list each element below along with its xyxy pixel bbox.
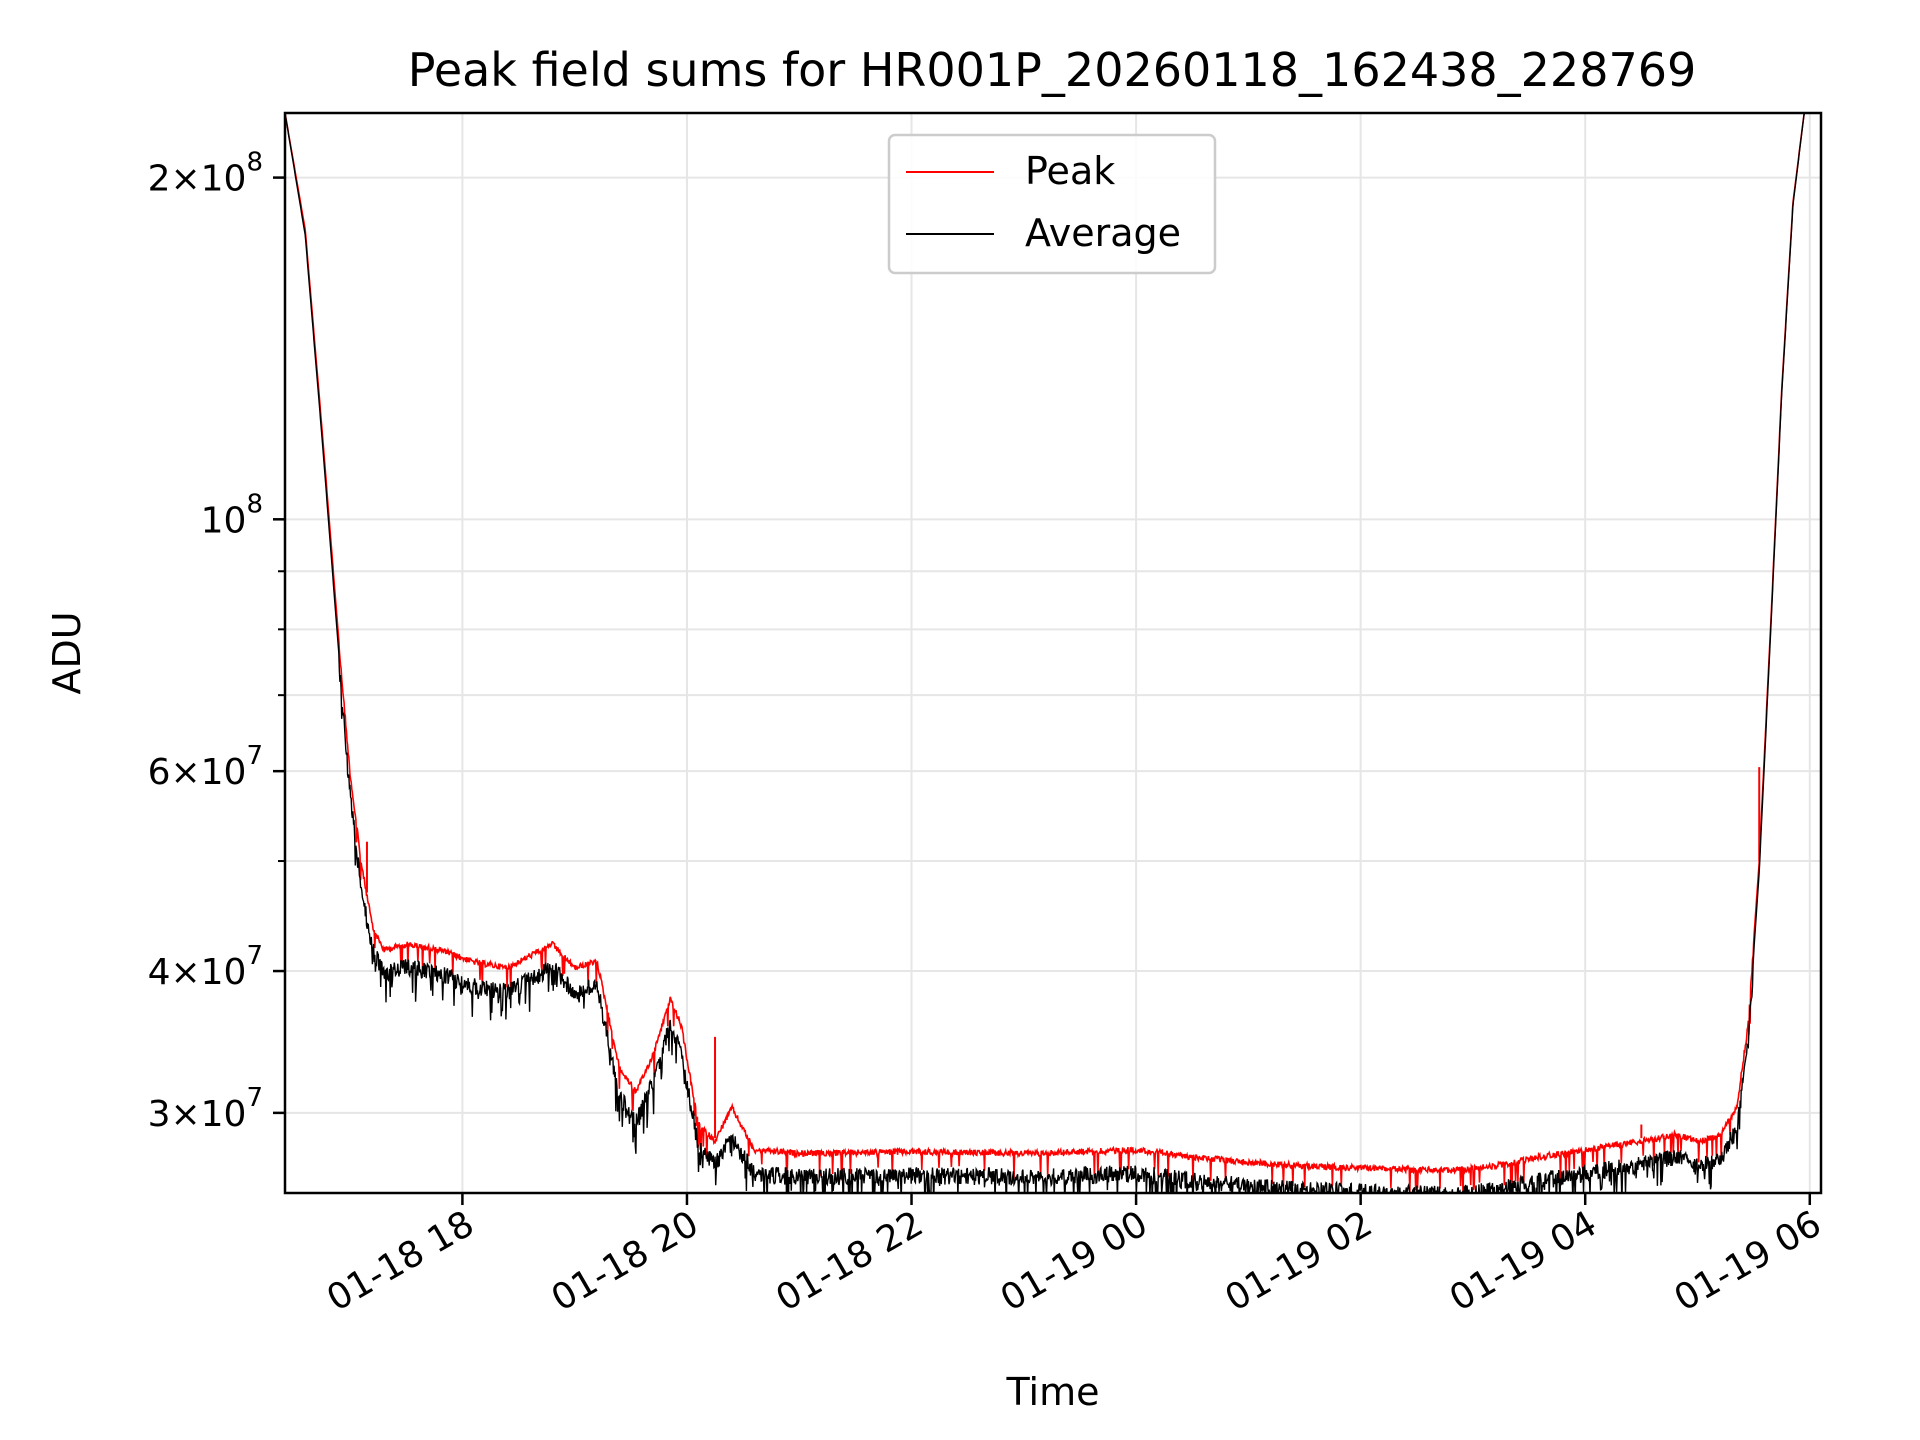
series-layer [285,113,1821,1193]
x-axis-label: Time [1006,1370,1100,1414]
y-tick-label: 2×108 [148,148,263,200]
legend-box [887,133,1217,275]
y-tick-mantissa: 3 [148,1094,171,1135]
y-tick-exponent: 7 [246,741,263,771]
y-tick-mantissa: 2 [148,159,171,200]
y-tick-label: 4×107 [148,941,263,993]
y-tick-label: 108 [201,489,263,541]
y-tick-times: ×10 [170,159,246,200]
y-axis-label: ADU [45,611,89,694]
y-tick-exponent: 8 [246,489,263,519]
y-tick-times: ×10 [170,952,246,993]
series-line-average [285,113,1821,1193]
legend-label-peak: Peak [1025,149,1115,193]
y-tick-label: 3×107 [148,1083,263,1135]
y-tick-times: ×10 [170,752,246,793]
grid-layer [285,113,1821,1193]
y-tick-mantissa: 4 [148,952,171,993]
legend-label-average: Average [1025,211,1181,255]
legend: Peak Average [887,133,1217,275]
series-line-peak [285,113,1821,1193]
y-tick-exponent: 7 [246,941,263,971]
y-tick-exponent: 7 [246,1083,263,1113]
y-tick-mantissa: 6 [148,752,171,793]
y-tick-times: 10 [201,500,247,541]
chart-title: Peak field sums for HR001P_20260118_1624… [408,43,1697,97]
y-tick-label: 6×107 [148,741,263,793]
y-tick-exponent: 8 [246,148,263,178]
plot-frame [283,111,1823,1195]
y-tick-times: ×10 [170,1094,246,1135]
